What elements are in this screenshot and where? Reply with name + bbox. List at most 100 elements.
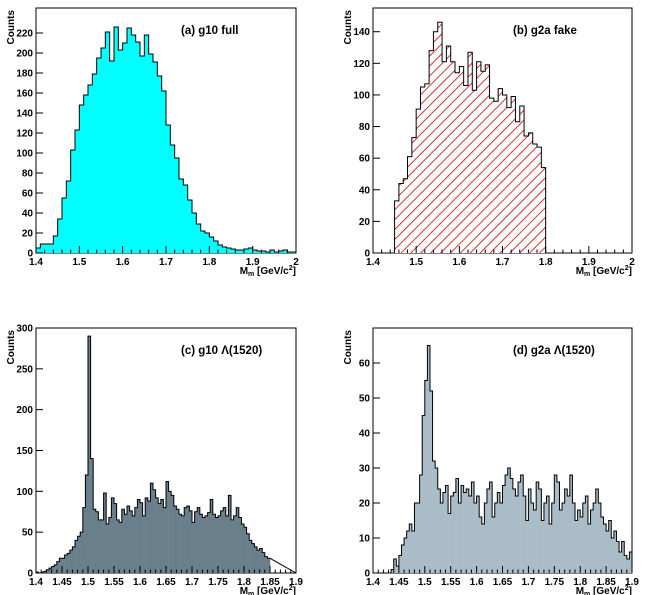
histogram-bar (562, 503, 565, 573)
histogram-bar (140, 502, 143, 573)
histogram-bar (254, 546, 258, 573)
x-tick-label: 1.8 (539, 257, 553, 268)
histogram-bar (518, 482, 521, 573)
x-tick-label: 1.8 (573, 577, 587, 588)
histogram-bar (244, 527, 247, 573)
histogram-bar (537, 147, 542, 253)
y-tick-label: 30 (359, 464, 371, 475)
histogram-bar (127, 506, 130, 573)
histogram-bar (519, 106, 525, 253)
histogram-bar (118, 50, 123, 253)
y-tick-label: 100 (16, 149, 33, 160)
histogram-bar (236, 507, 240, 573)
x-tick-label: 1.4 (366, 577, 380, 588)
x-tick-label: 1.7 (496, 257, 510, 268)
histogram-bar (424, 380, 428, 573)
histogram-bar (458, 503, 462, 573)
histogram-bar (93, 509, 97, 573)
histogram-bar (445, 485, 449, 573)
histogram-bar (158, 503, 162, 573)
histogram-bar (109, 61, 115, 253)
histogram-bar (407, 156, 413, 253)
x-tick-label: 1.6 (116, 257, 130, 268)
histogram-bar (223, 507, 227, 573)
histogram-bar (433, 31, 438, 254)
histogram-bar (549, 524, 552, 573)
histogram-bar (251, 543, 255, 573)
histogram-bar (283, 250, 288, 253)
histogram-bar (429, 391, 433, 573)
histogram-bar (194, 511, 198, 573)
histogram-bar (186, 506, 190, 573)
panel-a: 1.4 1.5 1.6 1.7 1.8 1.9 2020406080100120140160… (6, 7, 299, 278)
histogram-bar (249, 540, 253, 573)
histogram-bar (572, 503, 576, 573)
histogram-bar (485, 64, 490, 254)
histogram-bar (49, 568, 52, 573)
panel-c: 1.4 1.45 1.5 1.55 1.6 1.65 1.7 1.75 1.8 1.85 1.9 0 5… (6, 324, 303, 595)
histogram-bar (174, 158, 180, 253)
histogram-bar (98, 519, 102, 573)
histogram-bar (142, 515, 146, 573)
x-tick-label: 1.75 (208, 577, 228, 588)
y-tick-label: 0 (27, 249, 33, 260)
histogram-bar (424, 83, 430, 254)
x-tick-label: 1.9 (246, 257, 260, 268)
histogram-bar (502, 485, 506, 573)
histogram-bar (587, 524, 591, 573)
histogram-bar (163, 507, 167, 573)
histogram-bar (54, 564, 58, 573)
histogram-bar (580, 517, 584, 573)
histogram-bar (530, 503, 534, 573)
x-axis-label: Mm [GeV/c2] (240, 585, 296, 595)
histogram-bar (179, 179, 184, 253)
histogram-bar (215, 517, 219, 573)
histogram-bar (233, 515, 237, 573)
histogram-bar (114, 27, 119, 253)
histogram-bar (222, 247, 227, 253)
histogram-bar (262, 552, 266, 573)
histogram-bar (505, 475, 508, 573)
histogram-bar (166, 481, 169, 573)
x-tick-label: 1.55 (104, 577, 124, 588)
histogram-bar (231, 519, 234, 573)
y-tick-label: 20 (359, 217, 371, 228)
y-tick-label: 0 (27, 569, 33, 580)
histogram-bar (528, 489, 532, 573)
histogram-bar (532, 143, 538, 253)
histogram-bar (36, 248, 41, 253)
histogram-bar (533, 510, 537, 573)
histogram-bar (414, 503, 418, 573)
histogram-bar (541, 167, 546, 253)
histogram-bar (626, 559, 630, 573)
y-axis-label: Counts (6, 10, 17, 45)
histogram-outline (35, 335, 297, 574)
histogram-bar (57, 219, 63, 253)
histogram-bar (200, 231, 206, 253)
histogram-bar (83, 95, 89, 253)
histogram-bar (173, 506, 177, 573)
x-tick-label: 1.45 (389, 577, 409, 588)
histogram-bar (541, 520, 545, 573)
y-tick-label: 300 (16, 324, 33, 335)
x-tick-label: 1.7 (521, 577, 535, 588)
histogram-bar (241, 524, 245, 573)
histogram-bar (43, 571, 47, 573)
histogram-bar (598, 503, 602, 573)
histogram-bar (515, 496, 519, 573)
histogram-bar (62, 558, 65, 573)
histogram-bar (398, 183, 404, 253)
histogram-bar (114, 503, 117, 573)
histogram-bar (536, 482, 540, 573)
x-tick-label: 1.4 (366, 257, 380, 268)
histogram-bar (411, 137, 417, 253)
y-tick-label: 40 (22, 209, 34, 220)
histogram-bar (127, 28, 132, 253)
histogram-bar (129, 510, 133, 573)
histogram-bar (595, 489, 599, 573)
histogram-bar (489, 98, 495, 253)
histogram-bar (567, 496, 571, 573)
x-tick-label: 1.5 (409, 257, 423, 268)
histogram-bar (181, 515, 185, 573)
y-tick-label: 220 (16, 29, 33, 40)
